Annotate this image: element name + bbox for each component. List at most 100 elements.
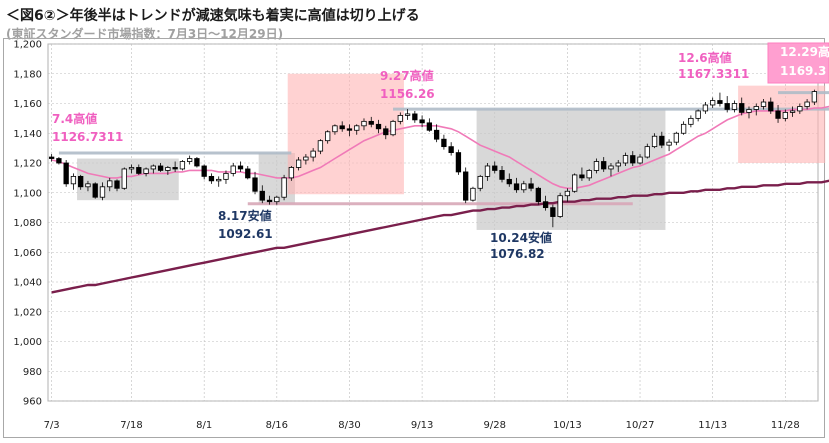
candle — [797, 103, 803, 114]
y-tick-label: 1,040 — [13, 278, 42, 289]
candle — [92, 182, 98, 199]
candle — [107, 177, 113, 192]
candle — [419, 115, 425, 128]
candle-body — [470, 187, 476, 201]
candle — [216, 176, 222, 187]
candle — [281, 174, 287, 201]
candle-body — [266, 199, 273, 203]
candle-body — [492, 165, 498, 171]
candle-body — [274, 196, 280, 203]
candle — [717, 92, 723, 107]
candle — [310, 148, 316, 162]
candle-body — [441, 138, 447, 148]
annotation-label: 8.17安値 — [218, 208, 272, 223]
chart-frame — [3, 38, 825, 438]
candle-body — [288, 167, 295, 179]
candle-body — [114, 180, 120, 189]
candle — [375, 119, 382, 134]
candle — [194, 157, 200, 168]
candle — [259, 185, 265, 204]
candle-body — [368, 120, 374, 125]
candle — [208, 173, 215, 184]
y-tick-label: 1,100 — [13, 188, 42, 199]
candle — [513, 177, 520, 193]
candle-body — [622, 155, 629, 164]
candle-body — [332, 125, 338, 133]
candle — [542, 195, 549, 211]
candle — [136, 164, 142, 175]
annotation-label: 10.24安値 — [490, 230, 552, 245]
candle — [252, 171, 258, 195]
candle — [114, 179, 120, 192]
candle — [237, 161, 244, 172]
candle-body — [521, 183, 527, 191]
annotation-label: 12.6高値 — [678, 50, 732, 65]
annotation-label: 9.27高値 — [380, 68, 434, 83]
annotation-value: 1167.3311 — [678, 67, 749, 81]
candle — [768, 97, 774, 114]
annotation-value: 1126.7311 — [52, 130, 123, 144]
candle-body — [804, 101, 810, 107]
candle-body — [419, 119, 425, 124]
candle — [535, 186, 541, 205]
candle-body — [811, 91, 818, 103]
candle-body — [107, 180, 113, 188]
candle — [528, 177, 534, 192]
candle — [121, 167, 127, 190]
candle — [397, 112, 403, 125]
candle-body — [593, 161, 600, 171]
candle — [165, 165, 171, 175]
candle-body — [448, 146, 454, 153]
x-tick-label: 8/30 — [338, 420, 360, 431]
candle — [433, 124, 440, 143]
candle — [70, 173, 77, 190]
candle — [753, 103, 759, 116]
x-tick-label: 8/16 — [266, 420, 288, 431]
candle — [383, 125, 389, 140]
candle-body — [237, 165, 244, 170]
candle — [63, 160, 69, 187]
candle-body — [404, 113, 411, 116]
candle-body — [455, 152, 462, 173]
candle — [426, 118, 433, 132]
y-tick-label: 1,080 — [13, 218, 42, 229]
candle — [586, 168, 592, 181]
candle-body — [317, 140, 324, 152]
x-tick-label: 11/13 — [698, 420, 727, 431]
candle — [390, 119, 396, 137]
candle-body — [295, 159, 302, 168]
annotation-value: 1076.82 — [490, 247, 545, 261]
candle — [746, 106, 752, 119]
candle — [615, 160, 621, 172]
candle-body — [731, 103, 738, 110]
candle — [274, 195, 280, 205]
candle — [739, 97, 745, 116]
candle-body — [528, 183, 534, 189]
candle — [463, 167, 469, 204]
candle-body — [99, 186, 106, 198]
y-tick-label: 960 — [23, 397, 42, 408]
candle — [571, 173, 578, 193]
y-tick-label: 980 — [23, 367, 42, 378]
candle — [593, 158, 600, 174]
candle — [48, 154, 55, 162]
candle-body — [310, 150, 316, 158]
y-tick-label: 1,200 — [13, 40, 42, 51]
candle — [521, 180, 527, 193]
candle — [557, 192, 563, 219]
candle — [157, 163, 164, 172]
candle — [666, 139, 672, 152]
short-moving-average-line — [51, 105, 829, 190]
latest-high-label-box — [767, 42, 829, 84]
candle — [579, 167, 585, 181]
candle — [644, 143, 650, 159]
candle — [186, 155, 193, 165]
candle — [775, 104, 781, 123]
candle-body — [281, 177, 287, 198]
candle-body — [666, 141, 672, 146]
candle — [680, 121, 687, 135]
candle — [710, 97, 716, 108]
candle — [85, 180, 91, 192]
candle — [695, 109, 701, 122]
candle — [223, 170, 229, 184]
